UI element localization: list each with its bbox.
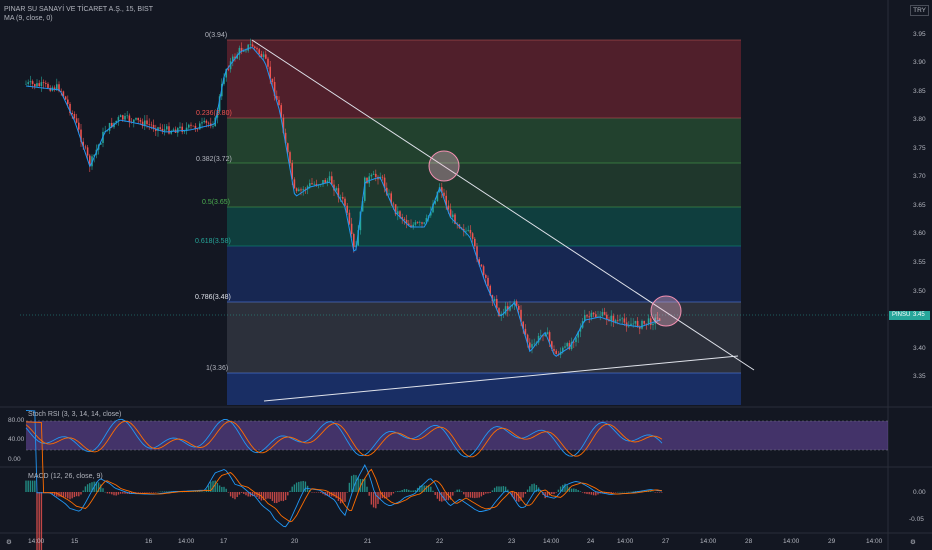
fib-zone-0.236-0.382: [227, 118, 741, 163]
time-tick: 21: [364, 538, 372, 545]
price-tick: 3.50: [913, 288, 926, 295]
stoch-band: [26, 421, 888, 450]
time-tick: 15: [71, 538, 79, 545]
fib-label-0.786: 0.786(3.48): [195, 294, 231, 301]
highlight-circle-2[interactable]: [650, 295, 682, 327]
time-tick: 22: [436, 538, 444, 545]
descending-trendline[interactable]: [251, 39, 755, 371]
symbol-badge-bg: [889, 311, 909, 320]
price-tick: 3.65: [913, 202, 926, 209]
time-tick: 16: [145, 538, 153, 545]
macd-axis-tick: 0.00: [913, 489, 926, 496]
time-tick: 14:00: [543, 538, 560, 545]
moving-average-line: [25, 47, 660, 357]
price-tick: 3.70: [913, 173, 926, 180]
symbol-title[interactable]: PINAR SU SANAYİ VE TİCARET A.Ş., 15, BIS…: [4, 6, 153, 13]
stoch-d-line: [25, 420, 663, 458]
stoch-rsi-pane[interactable]: [25, 418, 888, 458]
last-price-badge-bg: [909, 311, 930, 320]
price-tick: 3.95: [913, 31, 926, 38]
price-tick: 3.55: [913, 259, 926, 266]
fib-zone-0.382-0.5: [227, 163, 741, 207]
price-tick: 3.60: [913, 230, 926, 237]
time-tick: 14:00: [617, 538, 634, 545]
ascending-trendline[interactable]: [263, 355, 739, 402]
macd-axis-tick: -0.05: [909, 516, 924, 523]
highlight-circle-1[interactable]: [428, 150, 460, 182]
fib-label-0.236: 0.236(3.80): [196, 110, 232, 117]
price-tick: 3.35: [913, 373, 926, 380]
candlesticks: [25, 38, 661, 359]
stoch-rsi-legend[interactable]: Stoch RSI (3, 3, 14, 14, close): [28, 411, 122, 418]
time-tick: 14:00: [700, 538, 717, 545]
fib-zone-1-below: [227, 373, 741, 405]
time-tick: 20: [291, 538, 299, 545]
price-tick: 3.40: [913, 345, 926, 352]
time-tick: 14:00: [866, 538, 883, 545]
fib-label-0.618: 0.618(3.58): [195, 238, 231, 245]
chart-settings-icon[interactable]: ⚙: [6, 539, 12, 546]
fib-label-1: 1(3.36): [206, 365, 229, 372]
time-tick: 28: [745, 538, 753, 545]
stoch-axis-tick: 80.00: [8, 417, 25, 424]
macd-histogram: [25, 474, 663, 550]
time-tick: 29: [828, 538, 836, 545]
ma-legend[interactable]: MA (9, close, 0): [4, 15, 53, 22]
price-tick: 3.85: [913, 88, 926, 95]
stoch-axis-tick: 0.00: [8, 456, 21, 463]
time-tick: 23: [508, 538, 516, 545]
macd-signal-line: [25, 421, 662, 523]
macd-pane[interactable]: [25, 410, 663, 550]
fib-label-0.5: 0.5(3.65): [202, 199, 231, 206]
last-price-badge: 3.45: [913, 312, 925, 318]
time-tick: 27: [662, 538, 670, 545]
price-tick: 3.90: [913, 59, 926, 66]
macd-legend[interactable]: MACD (12, 26, close, 9): [28, 473, 103, 480]
price-tick: 3.80: [913, 116, 926, 123]
price-tick: 3.75: [913, 145, 926, 152]
time-tick: 24: [587, 538, 595, 545]
time-tick: 14:00: [178, 538, 195, 545]
time-tick: 14:00: [783, 538, 800, 545]
fib-label-0: 0(3.94): [205, 32, 228, 39]
fib-zone-0-0.236: [227, 40, 741, 118]
currency-label[interactable]: TRY: [910, 5, 929, 16]
stoch-axis-tick: 40.00: [8, 436, 25, 443]
fib-zone-0.5-0.618: [227, 207, 741, 246]
macd-line: [25, 410, 662, 528]
stoch-k-line: [25, 418, 663, 458]
fibonacci-retracement[interactable]: [227, 39, 741, 405]
chart-settings-icon[interactable]: ⚙: [910, 539, 916, 546]
fib-label-0.382: 0.382(3.72): [196, 156, 232, 163]
time-tick: 14:00: [28, 538, 45, 545]
fib-zone-0.786-1: [227, 302, 741, 373]
time-tick: 17: [220, 538, 228, 545]
symbol-badge: PINSU: [892, 312, 911, 318]
